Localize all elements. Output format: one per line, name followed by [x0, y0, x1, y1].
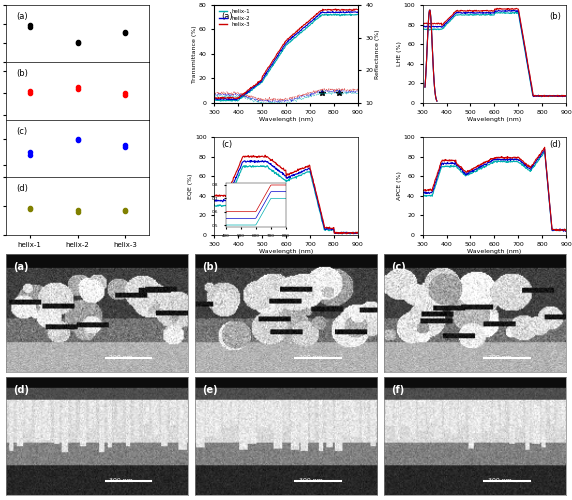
Text: 200 nm: 200 nm	[299, 355, 323, 360]
Text: 200 nm: 200 nm	[109, 355, 133, 360]
X-axis label: Wavelength (nm): Wavelength (nm)	[467, 249, 522, 254]
Text: (c): (c)	[392, 262, 406, 272]
Text: (d): (d)	[13, 385, 29, 395]
Text: 300 nm: 300 nm	[109, 478, 133, 483]
Text: 300 nm: 300 nm	[299, 478, 323, 483]
Text: (c): (c)	[221, 140, 232, 149]
Y-axis label: LHE (%): LHE (%)	[397, 42, 402, 66]
Y-axis label: APCE (%): APCE (%)	[397, 172, 402, 200]
Text: (c): (c)	[16, 127, 27, 136]
Text: (b): (b)	[16, 70, 27, 78]
Text: 300 nm: 300 nm	[488, 478, 512, 483]
Y-axis label: Transmittance (%): Transmittance (%)	[192, 25, 197, 82]
Text: (b): (b)	[202, 262, 219, 272]
Text: (b): (b)	[549, 12, 561, 21]
X-axis label: Wavelength (nm): Wavelength (nm)	[467, 117, 522, 122]
Text: (d): (d)	[549, 140, 561, 149]
Y-axis label: Reflectance (%): Reflectance (%)	[375, 29, 380, 78]
Legend: helix-1, helix-2, helix-3: helix-1, helix-2, helix-3	[217, 8, 252, 28]
X-axis label: Wavelength (nm): Wavelength (nm)	[259, 117, 313, 122]
Y-axis label: EQE (%): EQE (%)	[189, 173, 193, 199]
Text: (a): (a)	[13, 262, 29, 272]
X-axis label: Wavelength (nm): Wavelength (nm)	[259, 249, 313, 254]
Text: (e): (e)	[202, 385, 218, 395]
Text: 200 nm: 200 nm	[488, 355, 512, 360]
Text: (a): (a)	[221, 12, 233, 21]
Text: (a): (a)	[16, 12, 27, 21]
Text: (f): (f)	[392, 385, 405, 395]
Text: (d): (d)	[16, 184, 27, 194]
